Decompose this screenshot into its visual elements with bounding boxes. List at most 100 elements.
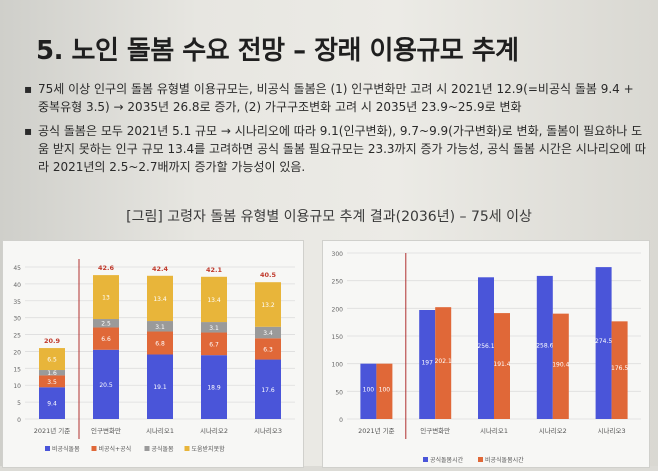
y-tick-label: 35 — [13, 299, 21, 306]
data-label: 13.2 — [261, 302, 275, 309]
bullet-marker: ▪ — [24, 82, 33, 96]
data-label: 6.6 — [101, 336, 111, 343]
data-label: 1.6 — [47, 370, 57, 377]
bullet-list: ▪ 75세 이상 인구의 돌봄 유형별 이용규모는, 비공식 돌봄은 (1) 인… — [22, 80, 647, 182]
bar-segment — [147, 331, 173, 355]
x-tick-label: 시나리오2 — [539, 426, 567, 435]
data-label: 6.8 — [155, 341, 165, 348]
x-tick-label: 시나리오2 — [200, 426, 228, 435]
data-label: 176.5 — [611, 365, 628, 372]
data-label: 202.1 — [435, 358, 452, 365]
total-label: 42.6 — [98, 264, 115, 272]
y-tick-label: 150 — [332, 334, 344, 341]
y-tick-label: 45 — [13, 265, 21, 272]
x-tick-label: 시나리오3 — [254, 426, 282, 435]
bar-segment — [201, 276, 227, 323]
bar-segment — [93, 349, 119, 419]
legend-label: 공식돌봄 — [152, 445, 175, 453]
bar — [419, 309, 436, 419]
bar-segment — [255, 326, 281, 339]
bar-segment — [255, 282, 281, 327]
data-label: 18.9 — [207, 385, 221, 392]
stacked-bar-chart: 0 5 10 15 20 25 30 35 40 45 9.4 3.5 1.6 6.5 20.9 2021년 … — [13, 259, 295, 453]
y-tick-label: 5 — [17, 400, 21, 407]
legend-swatch — [184, 446, 190, 451]
y-tick-label: 300 — [332, 251, 344, 258]
bar-segment — [201, 355, 227, 419]
bar — [611, 321, 628, 419]
bar-segment — [255, 338, 281, 360]
bar — [478, 277, 494, 419]
data-label: 9.4 — [47, 401, 57, 408]
y-tick-label: 15 — [13, 366, 21, 373]
y-tick-label: 30 — [13, 316, 21, 323]
bar-segment — [39, 370, 65, 376]
bar-segment — [255, 359, 281, 419]
data-label: 6.7 — [209, 341, 219, 348]
bar-segment — [147, 275, 173, 322]
data-label: 274.5 — [595, 338, 612, 345]
x-tick-label: 시나리오1 — [146, 426, 174, 435]
data-label: 191.4 — [493, 361, 510, 368]
legend-label: 비공식+공식 — [99, 445, 132, 453]
data-label: 256.1 — [477, 343, 494, 350]
data-label: 197 — [421, 359, 433, 366]
x-tick-label: 2021년 기준 — [34, 426, 71, 435]
data-label: 6.5 — [47, 357, 57, 364]
data-label: 19.1 — [153, 384, 167, 391]
legend-swatch — [91, 446, 97, 451]
bar-segment — [147, 321, 173, 332]
x-tick-label: 시나리오1 — [480, 426, 508, 435]
data-label: 13.4 — [153, 296, 167, 303]
data-label: 3.4 — [263, 330, 273, 337]
y-tick-label: 40 — [13, 282, 21, 289]
legend-swatch — [423, 457, 428, 462]
x-tick-label: 인구변화만 — [420, 426, 450, 435]
y-tick-label: 200 — [332, 306, 344, 313]
bar-segment — [39, 348, 65, 371]
legend-swatch — [45, 446, 50, 451]
total-label: 40.5 — [260, 271, 277, 279]
total-label: 20.9 — [44, 337, 61, 345]
bar — [360, 363, 377, 419]
data-label: 100 — [379, 386, 391, 393]
chart-panel-left: 0 5 10 15 20 25 30 35 40 45 9.4 3.5 1.6 6.5 20.9 2021년 … — [2, 240, 304, 468]
bullet-text: 공식 돌봄은 모두 2021년 5.1 규모 → 시나리오에 따라 9.1(인구… — [38, 124, 646, 174]
data-label: 100 — [363, 386, 375, 393]
legend-swatch — [478, 457, 483, 462]
data-label: 3.1 — [155, 324, 165, 331]
total-label: 42.4 — [152, 265, 169, 273]
data-label: 3.5 — [47, 379, 57, 386]
data-label: 17.6 — [261, 387, 275, 394]
data-label: 6.3 — [263, 346, 273, 353]
figure-caption: [그림] 고령자 돌봄 유형별 이용규모 추계 결과(2036년) – 75세 … — [126, 209, 532, 225]
bullet-marker: ▪ — [24, 124, 33, 138]
y-tick-label: 20 — [13, 349, 21, 356]
bar — [494, 313, 510, 419]
legend-label: 비공식돌봄시간 — [485, 456, 524, 464]
bar-segment — [39, 375, 65, 388]
bar-segment — [93, 319, 119, 328]
bar — [595, 267, 612, 419]
data-label: 190.4 — [552, 361, 569, 368]
legend-label: 도움받지못함 — [192, 445, 226, 453]
grouped-bar-chart: 0 50 100 150 200 250 300 100 100 2021년 기준 197 202.1… — [332, 251, 641, 464]
y-tick-label: 100 — [332, 362, 344, 369]
bar-segment — [201, 322, 227, 333]
total-label: 42.1 — [206, 266, 223, 274]
x-tick-label: 시나리오3 — [598, 426, 626, 435]
bullet-text: 75세 이상 인구의 돌봄 유형별 이용규모는, 비공식 돌봄은 (1) 인구변… — [38, 82, 634, 114]
slide-title: 5. 노인 돌봄 수요 전망 – 장래 이용규모 추계 — [36, 36, 519, 66]
y-tick-label: 25 — [13, 333, 21, 340]
data-label: 13.4 — [207, 297, 221, 304]
data-label: 20.5 — [99, 382, 113, 389]
bar-segment — [93, 275, 119, 320]
data-label: 13 — [102, 295, 110, 302]
bullet-item: ▪ 공식 돌봄은 모두 2021년 5.1 규모 → 시나리오에 따라 9.1(… — [22, 122, 647, 176]
bar-segment — [147, 354, 173, 419]
y-tick-label: 0 — [339, 417, 343, 424]
legend-swatch — [144, 446, 150, 451]
bar-segment — [93, 327, 119, 350]
bullet-item: ▪ 75세 이상 인구의 돌봄 유형별 이용규모는, 비공식 돌봄은 (1) 인… — [22, 80, 647, 116]
bar-segment — [39, 387, 65, 419]
